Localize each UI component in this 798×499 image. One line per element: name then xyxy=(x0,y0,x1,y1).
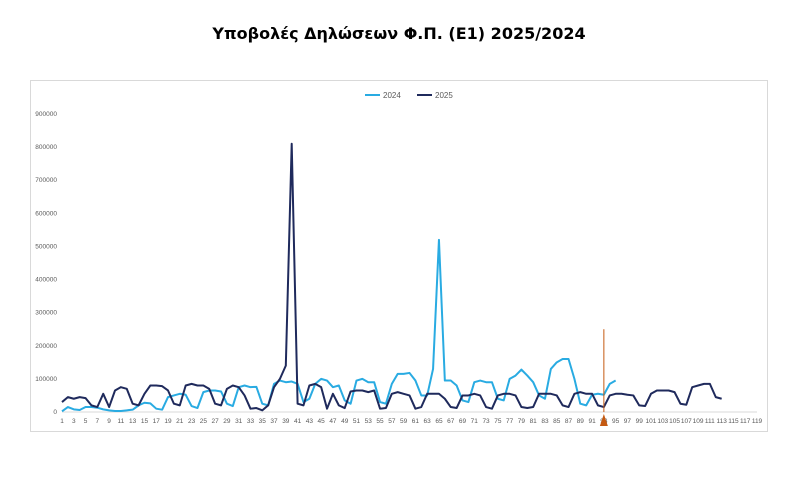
x-tick-label: 21 xyxy=(176,418,184,425)
x-tick-label: 41 xyxy=(294,418,302,425)
y-tick-label: 700000 xyxy=(35,177,57,184)
x-tick-label: 107 xyxy=(681,418,692,425)
y-tick-label: 0 xyxy=(53,409,57,416)
marker-triangle xyxy=(599,414,608,426)
x-tick-label: 13 xyxy=(129,418,137,425)
x-tick-label: 43 xyxy=(306,418,314,425)
x-tick-label: 95 xyxy=(612,418,620,425)
chart-title: Υποβολές Δηλώσεων Φ.Π. (Ε1) 2025/2024 xyxy=(212,24,586,43)
series-line-2024 xyxy=(61,238,617,413)
x-tick-label: 25 xyxy=(200,418,208,425)
x-tick-label: 91 xyxy=(588,418,596,425)
x-tick-label: 111 xyxy=(705,418,715,425)
y-tick-label: 600000 xyxy=(35,210,57,217)
y-tick-label: 400000 xyxy=(35,277,57,284)
legend-label-2025: 2025 xyxy=(435,91,453,100)
x-tick-label: 51 xyxy=(353,418,361,425)
x-tick-label: 69 xyxy=(459,418,467,425)
x-tick-label: 9 xyxy=(107,418,111,425)
series-lines xyxy=(61,142,722,413)
x-tick-label: 67 xyxy=(447,418,455,425)
legend: 2024 2025 xyxy=(365,91,453,100)
x-axis: 1 3 5 7 9 11 13 15 17 19 21 23 25 27 29 31 33 35 37 39 41 43 4… xyxy=(60,411,763,425)
x-tick-label: 115 xyxy=(728,418,739,425)
y-tick-label: 900000 xyxy=(35,111,57,118)
x-tick-label: 61 xyxy=(412,418,420,425)
x-tick-label: 85 xyxy=(553,418,561,425)
legend-label-2024: 2024 xyxy=(383,91,401,100)
x-tick-label: 47 xyxy=(329,418,337,425)
x-tick-label: 103 xyxy=(657,418,668,425)
x-tick-label: 5 xyxy=(84,418,88,425)
x-tick-label: 89 xyxy=(577,418,585,425)
x-tick-label: 99 xyxy=(636,418,644,425)
chart-area: 0 100000 200000 300000 400000 500000 600000 700… xyxy=(30,80,768,432)
x-tick-label: 53 xyxy=(365,418,373,425)
x-tick-label: 105 xyxy=(669,418,680,425)
x-tick-label: 23 xyxy=(188,418,196,425)
x-tick-label: 71 xyxy=(471,418,479,425)
x-tick-label: 113 xyxy=(716,418,727,425)
x-tick-label: 1 xyxy=(60,418,64,425)
x-tick-label: 11 xyxy=(118,418,125,425)
x-tick-label: 81 xyxy=(530,418,538,425)
x-tick-label: 35 xyxy=(259,418,267,425)
x-tick-label: 3 xyxy=(72,418,76,425)
x-tick-label: 79 xyxy=(518,418,526,425)
x-tick-label: 97 xyxy=(624,418,632,425)
x-tick-label: 109 xyxy=(693,418,704,425)
line-chart: 0 100000 200000 300000 400000 500000 600000 700… xyxy=(35,91,763,426)
x-tick-label: 63 xyxy=(424,418,432,425)
x-tick-label: 59 xyxy=(400,418,408,425)
x-tick-label: 101 xyxy=(646,418,657,425)
x-tick-label: 49 xyxy=(341,418,349,425)
x-tick-label: 75 xyxy=(494,418,502,425)
x-tick-label: 27 xyxy=(212,418,220,425)
x-tick-label: 55 xyxy=(376,418,384,425)
day-marker xyxy=(599,329,608,426)
x-tick-label: 77 xyxy=(506,418,514,425)
x-tick-label: 19 xyxy=(164,418,172,425)
y-tick-label: 200000 xyxy=(35,343,57,350)
x-tick-label: 7 xyxy=(96,418,100,425)
y-axis: 0 100000 200000 300000 400000 500000 600000 700… xyxy=(35,111,57,416)
x-tick-label: 57 xyxy=(388,418,396,425)
x-tick-label: 45 xyxy=(318,418,326,425)
x-tick-label: 15 xyxy=(141,418,149,425)
y-tick-label: 800000 xyxy=(35,144,57,151)
x-tick-label: 39 xyxy=(282,418,290,425)
x-tick-label: 33 xyxy=(247,418,255,425)
x-tick-label: 17 xyxy=(153,418,161,425)
x-tick-label: 119 xyxy=(752,418,763,425)
x-tick-label: 87 xyxy=(565,418,573,425)
x-tick-label: 83 xyxy=(541,418,549,425)
y-tick-label: 300000 xyxy=(35,310,57,317)
x-tick-label: 117 xyxy=(740,418,751,425)
y-tick-label: 100000 xyxy=(35,376,57,383)
series-line-2025 xyxy=(61,142,722,412)
x-tick-label: 65 xyxy=(435,418,443,425)
x-tick-label: 37 xyxy=(270,418,278,425)
x-tick-label: 73 xyxy=(482,418,490,425)
x-tick-label: 31 xyxy=(235,418,243,425)
y-tick-label: 500000 xyxy=(35,243,57,250)
x-tick-label: 29 xyxy=(223,418,231,425)
